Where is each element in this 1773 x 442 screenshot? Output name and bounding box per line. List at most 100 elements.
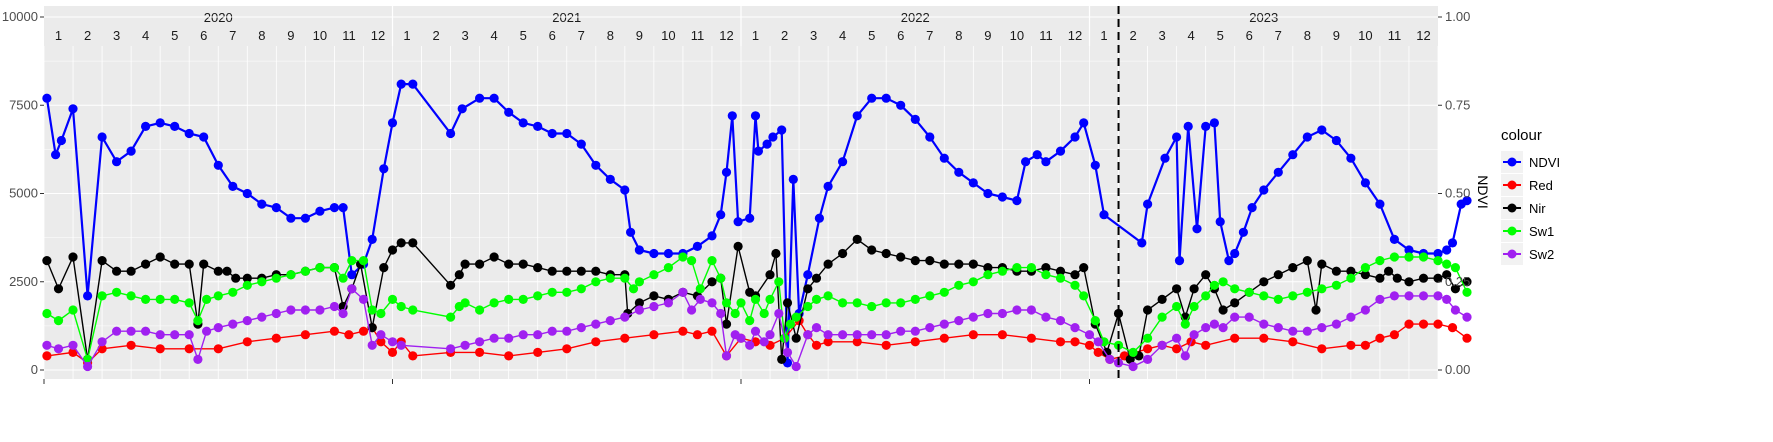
data-point — [408, 351, 418, 361]
data-point — [707, 256, 717, 266]
data-point — [504, 333, 514, 343]
data-point — [1079, 263, 1089, 273]
data-point — [97, 337, 107, 347]
data-point — [126, 266, 136, 276]
data-point — [1157, 312, 1167, 322]
month-label: 6 — [897, 28, 904, 43]
data-point — [626, 227, 636, 237]
data-point — [733, 241, 743, 251]
data-point — [628, 284, 639, 294]
data-point — [1172, 301, 1182, 312]
data-point — [968, 259, 978, 269]
data-point — [1259, 319, 1269, 329]
legend-label: Sw2 — [1529, 247, 1554, 262]
data-point — [454, 270, 464, 280]
data-point — [379, 164, 389, 174]
data-point — [475, 347, 485, 357]
data-point — [1360, 270, 1370, 280]
data-point — [1143, 344, 1153, 354]
data-point — [1079, 291, 1089, 301]
data-point — [376, 337, 386, 347]
y2-tick-label: 0.50 — [1445, 186, 1470, 201]
data-point — [591, 266, 601, 276]
data-point — [112, 266, 122, 276]
data-point — [968, 178, 978, 188]
data-point — [896, 100, 906, 110]
data-point — [242, 188, 252, 199]
data-point — [1288, 150, 1298, 160]
data-point — [42, 351, 52, 361]
month-label: 10 — [661, 28, 675, 43]
data-point — [170, 294, 180, 304]
legend-title: colour — [1501, 127, 1542, 144]
data-point — [745, 316, 755, 326]
data-point — [692, 330, 703, 340]
data-point — [736, 298, 746, 308]
data-point — [771, 248, 781, 259]
data-point — [112, 326, 122, 336]
data-point — [1360, 340, 1370, 350]
data-point — [1450, 305, 1460, 315]
data-point — [867, 301, 877, 312]
data-point — [367, 305, 377, 315]
data-point — [838, 157, 848, 167]
data-point — [1157, 340, 1167, 350]
data-point — [791, 312, 801, 322]
data-point — [1012, 263, 1022, 273]
data-point — [634, 305, 645, 315]
legend-label: Nir — [1529, 201, 1546, 216]
data-point — [315, 305, 325, 315]
data-point — [997, 308, 1008, 319]
data-point — [730, 308, 740, 319]
month-label: 12 — [1416, 28, 1430, 43]
data-point — [576, 323, 586, 333]
data-point — [695, 284, 705, 294]
data-point — [910, 294, 920, 304]
data-point — [774, 277, 784, 287]
data-point — [408, 238, 418, 248]
data-point — [678, 252, 688, 262]
data-point — [1244, 287, 1254, 297]
data-point — [1070, 270, 1080, 280]
month-label: 1 — [1100, 28, 1107, 43]
data-point — [460, 259, 470, 269]
x-axis-bottom — [43, 379, 1090, 384]
data-point — [1375, 256, 1385, 266]
data-point — [605, 174, 615, 184]
month-label: 11 — [1388, 28, 1402, 43]
data-point — [1302, 287, 1312, 297]
data-point — [782, 298, 793, 308]
y-tick-label: 5000 — [9, 186, 38, 201]
data-point — [1450, 284, 1460, 294]
data-point — [329, 326, 339, 336]
data-point — [954, 167, 964, 177]
data-point — [620, 333, 630, 343]
data-point — [1172, 333, 1182, 343]
data-point — [1230, 248, 1240, 259]
data-point — [1331, 280, 1341, 290]
data-point — [811, 323, 822, 333]
month-label: 7 — [1275, 28, 1282, 43]
data-point — [387, 337, 398, 347]
data-point — [1012, 196, 1022, 206]
data-point — [1070, 132, 1080, 142]
month-label: 11 — [691, 28, 705, 43]
data-point — [1090, 316, 1100, 326]
data-point — [300, 213, 310, 223]
data-point — [881, 298, 891, 308]
data-point — [1099, 210, 1109, 220]
data-point — [1302, 326, 1312, 336]
data-point — [1055, 273, 1066, 283]
data-point — [489, 93, 499, 103]
data-point — [347, 284, 357, 294]
data-point — [1041, 263, 1051, 273]
month-label: 7 — [229, 28, 236, 43]
data-point — [1090, 160, 1100, 170]
y2-tick-label: 1.00 — [1445, 9, 1470, 24]
data-point — [1317, 344, 1327, 354]
data-point — [1192, 224, 1202, 234]
data-point — [242, 337, 252, 347]
month-label: 12 — [719, 28, 733, 43]
data-point — [51, 150, 61, 160]
data-point — [42, 93, 52, 103]
